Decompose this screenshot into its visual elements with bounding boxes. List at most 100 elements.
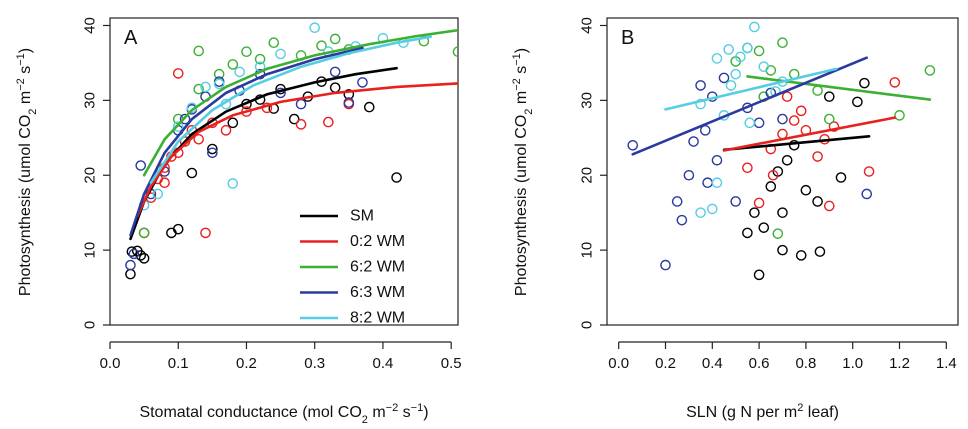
fit-line [142, 28, 458, 177]
plot-frame [109, 17, 459, 326]
x-tick-label: 0.8 [795, 355, 816, 372]
data-point [295, 119, 307, 130]
data-point [688, 136, 699, 147]
plot-area [627, 21, 936, 281]
fit-line [149, 35, 432, 184]
x-tick-label: 0.4 [702, 355, 723, 372]
data-point [812, 85, 823, 96]
data-point [824, 91, 835, 102]
x-tick-label: 0.2 [655, 355, 676, 372]
data-point [676, 214, 688, 226]
data-point [695, 98, 706, 110]
data-point [172, 68, 184, 79]
y-tick-label: 10 [579, 242, 596, 259]
data-point [723, 44, 734, 55]
x-tick-label: 0.6 [749, 355, 770, 372]
data-point [730, 68, 742, 80]
x-tick-label: 0.0 [100, 355, 121, 372]
data-point [788, 139, 800, 151]
fit-line [746, 75, 932, 101]
data-point [824, 200, 835, 212]
data-point [828, 121, 840, 132]
data-point [765, 181, 777, 192]
data-point [749, 21, 760, 33]
panel-label: B [621, 27, 634, 49]
plot-frame [606, 17, 959, 326]
data-point [772, 228, 784, 239]
data-point [135, 160, 147, 171]
data-point [316, 40, 327, 52]
x-tick-label: 0.4 [373, 355, 394, 372]
data-point [329, 33, 341, 45]
data-point [695, 80, 706, 91]
data-point [695, 207, 706, 218]
data-point [758, 222, 770, 233]
y-tick-label: 40 [579, 17, 596, 34]
data-point [135, 250, 147, 261]
data-point [234, 66, 245, 78]
data-point [777, 113, 788, 125]
data-point [193, 134, 205, 145]
data-point [781, 91, 793, 102]
fit-line [631, 56, 868, 156]
data-point [767, 169, 779, 181]
data-point [343, 97, 355, 108]
data-point [227, 117, 239, 129]
y-axis-label: Photosynthesis (umol CO2 m−2 s−1) [15, 48, 39, 296]
data-point [702, 177, 713, 189]
data-point [193, 83, 205, 95]
data-point [835, 172, 847, 183]
data-point [718, 72, 730, 84]
data-point [128, 248, 140, 260]
data-point [777, 244, 788, 256]
data-point [812, 151, 823, 162]
y-tick-label: 0 [82, 321, 99, 329]
data-point [711, 53, 723, 64]
data-point [742, 227, 753, 239]
legend-label: 0:2 WM [350, 233, 405, 250]
data-point [172, 223, 184, 235]
data-point [627, 139, 639, 151]
data-point [795, 250, 807, 261]
data-point [735, 51, 746, 63]
data-point [227, 59, 239, 70]
x-tick-label: 1.0 [842, 355, 863, 372]
data-point [309, 22, 321, 34]
data-point [275, 48, 286, 60]
data-point [744, 117, 756, 129]
legend-label: 8:2 WM [350, 310, 405, 327]
data-point [213, 78, 225, 90]
data-point [357, 77, 368, 88]
y-tick-label: 30 [579, 92, 596, 109]
data-point [193, 45, 205, 57]
panel-label: A [124, 27, 138, 49]
data-point [200, 81, 211, 93]
data-point [329, 66, 341, 78]
data-point [207, 143, 218, 155]
x-tick-label: 1.2 [889, 355, 910, 372]
data-point [730, 196, 742, 207]
legend-label: 6:2 WM [350, 259, 405, 276]
y-tick-label: 10 [82, 242, 99, 259]
data-point [742, 42, 753, 54]
data-point [814, 246, 826, 257]
x-tick-label: 0.3 [304, 355, 325, 372]
data-point [329, 82, 341, 93]
data-point [295, 98, 307, 110]
data-point [863, 166, 875, 177]
x-axis-label: Stomatal conductance (mol CO2 m−2 s−1) [139, 402, 428, 426]
data-point [227, 178, 239, 189]
data-point [172, 121, 184, 132]
x-axis-label: SLN (g N per m2 leaf) [686, 402, 839, 421]
data-point [894, 110, 905, 121]
data-point [323, 116, 334, 128]
data-point [254, 53, 266, 65]
data-point [800, 184, 812, 196]
x-tick-label: 0.0 [608, 355, 629, 372]
data-point [241, 46, 252, 57]
x-tick-label: 1.4 [936, 355, 957, 372]
data-point [777, 207, 788, 218]
fit-line [722, 116, 897, 152]
data-point [753, 117, 765, 129]
data-point [179, 113, 191, 125]
